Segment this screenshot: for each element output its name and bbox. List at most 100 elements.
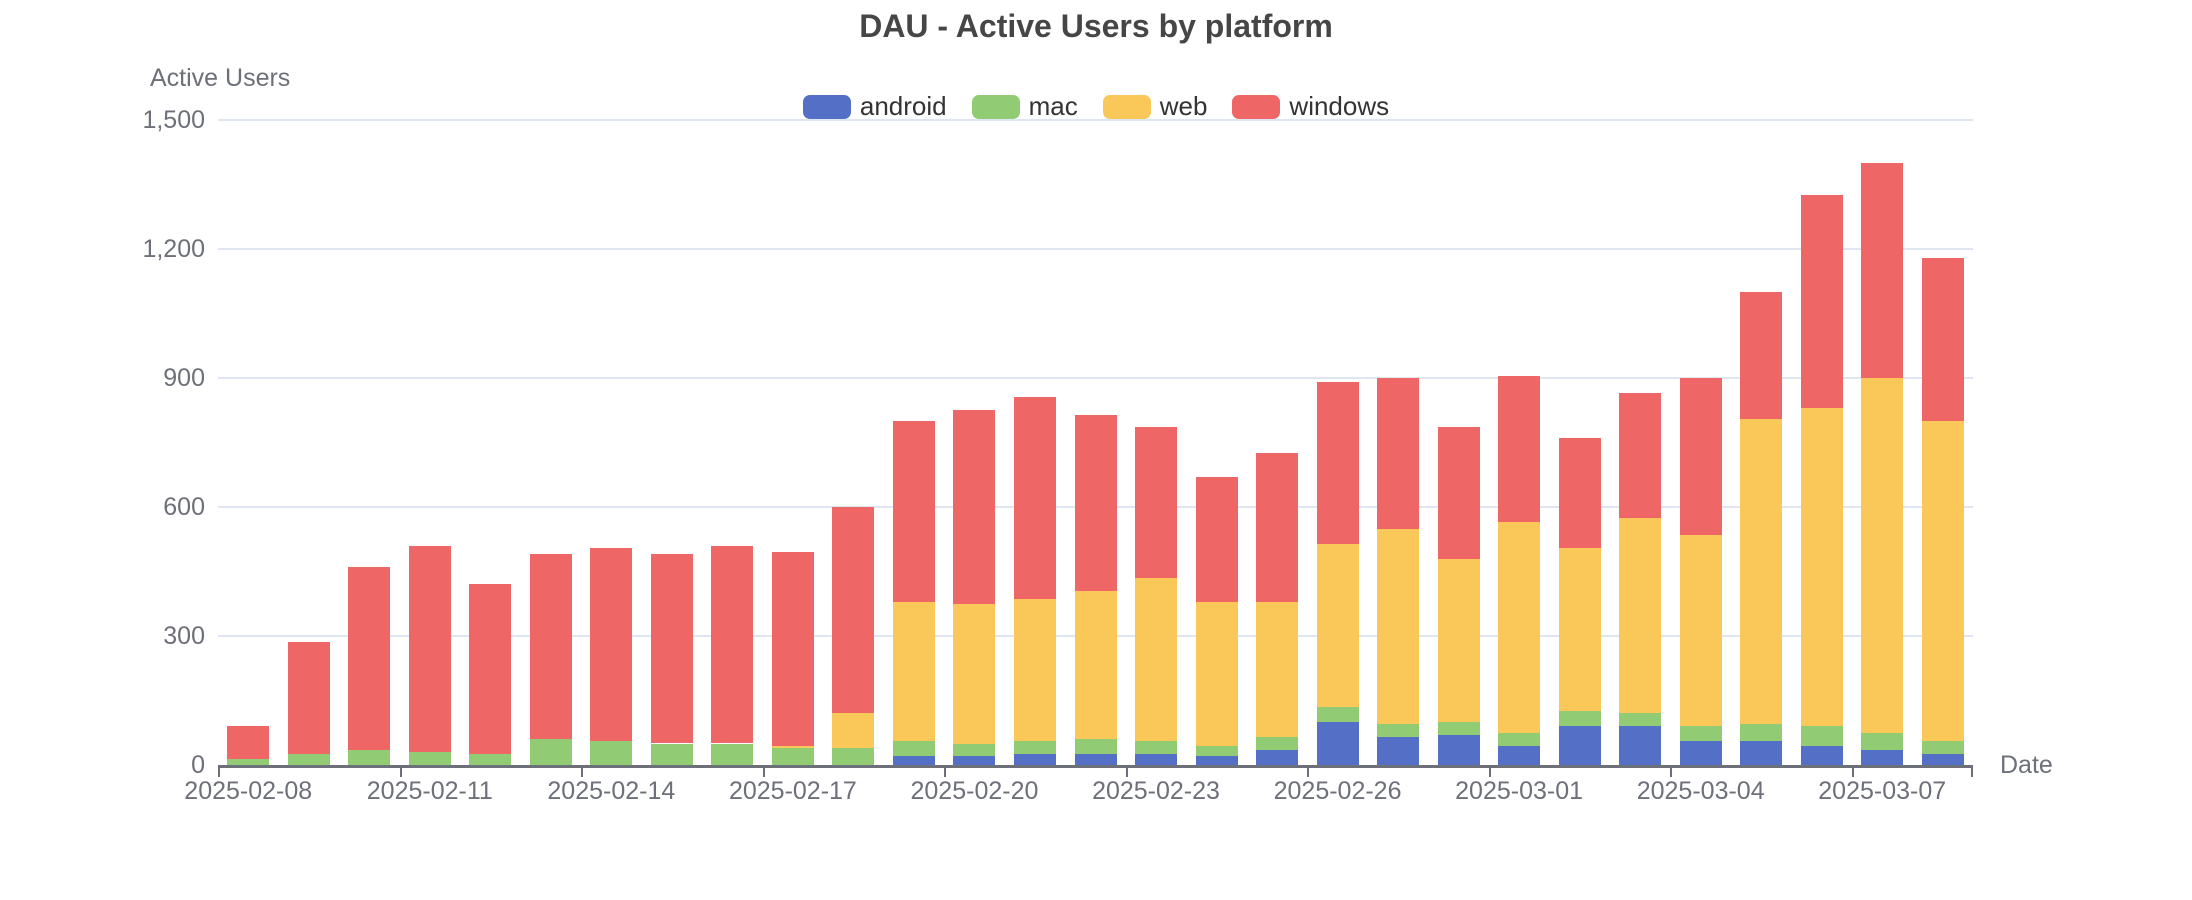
bar-2025-02-19-web[interactable] [892, 601, 935, 742]
bar-2025-03-08-android[interactable] [1921, 754, 1964, 765]
bar-2025-03-06-mac[interactable] [1800, 726, 1843, 746]
bar-2025-02-23-windows[interactable] [1135, 427, 1178, 578]
bar-2025-02-23-web[interactable] [1135, 577, 1178, 742]
bar-2025-03-01-android[interactable] [1498, 745, 1541, 765]
bar-2025-03-07-web[interactable] [1861, 378, 1904, 733]
bar-2025-02-12-mac[interactable] [469, 754, 512, 765]
legend-item-windows[interactable]: windows [1232, 91, 1389, 122]
bar-2025-02-09-windows[interactable] [287, 642, 330, 755]
bar-2025-02-13-mac[interactable] [529, 739, 572, 765]
bar-2025-02-11-windows[interactable] [408, 545, 451, 753]
bar-2025-02-28-windows[interactable] [1437, 427, 1480, 559]
bar-2025-02-25-web[interactable] [1256, 601, 1299, 738]
bar-2025-03-01-windows[interactable] [1498, 375, 1541, 523]
bar-2025-03-06-android[interactable] [1800, 745, 1843, 765]
bar-2025-02-24-mac[interactable] [1195, 745, 1238, 757]
legend-item-android[interactable]: android [802, 91, 947, 122]
bar-2025-02-20-windows[interactable] [953, 410, 996, 604]
legend-item-web[interactable]: web [1102, 91, 1207, 122]
bar-2025-03-04-mac[interactable] [1679, 726, 1722, 742]
bar-2025-02-09-mac[interactable] [287, 754, 330, 765]
bar-2025-02-21-windows[interactable] [1013, 397, 1056, 600]
bar-2025-03-04-web[interactable] [1679, 534, 1722, 727]
bar-2025-03-04-windows[interactable] [1679, 378, 1722, 535]
bar-2025-03-02-android[interactable] [1558, 726, 1601, 765]
bar-2025-02-27-web[interactable] [1377, 528, 1420, 725]
bar-2025-03-04-android[interactable] [1679, 741, 1722, 765]
bar-2025-02-27-android[interactable] [1377, 737, 1420, 765]
bar-2025-02-26-mac[interactable] [1316, 706, 1359, 722]
bar-2025-02-22-windows[interactable] [1074, 414, 1117, 591]
bar-2025-02-16-mac[interactable] [711, 743, 754, 765]
bar-2025-02-26-windows[interactable] [1316, 382, 1359, 544]
bar-2025-03-03-windows[interactable] [1619, 393, 1662, 518]
bar-2025-02-17-windows[interactable] [771, 552, 814, 746]
bar-2025-02-18-windows[interactable] [832, 507, 875, 714]
bar-2025-02-24-android[interactable] [1195, 756, 1238, 765]
bar-2025-02-26-android[interactable] [1316, 722, 1359, 765]
bar-2025-02-08-mac[interactable] [227, 758, 270, 765]
bar-2025-03-08-windows[interactable] [1921, 257, 1964, 421]
bar-2025-02-14-mac[interactable] [590, 741, 633, 765]
bar-2025-02-10-windows[interactable] [348, 567, 391, 750]
bar-2025-03-02-windows[interactable] [1558, 438, 1601, 548]
bar-2025-02-28-mac[interactable] [1437, 722, 1480, 735]
bar-2025-02-24-web[interactable] [1195, 601, 1238, 746]
bar-2025-03-03-web[interactable] [1619, 517, 1662, 714]
bar-2025-02-25-android[interactable] [1256, 749, 1299, 765]
bar-2025-02-20-mac[interactable] [953, 743, 996, 757]
bar-2025-02-18-mac[interactable] [832, 747, 875, 765]
bar-2025-03-05-windows[interactable] [1740, 292, 1783, 419]
bar-2025-02-14-windows[interactable] [590, 547, 633, 742]
bar-2025-02-26-web[interactable] [1316, 543, 1359, 707]
bar-2025-03-07-windows[interactable] [1861, 163, 1904, 378]
bar-2025-02-25-mac[interactable] [1256, 737, 1299, 750]
bar-2025-02-13-windows[interactable] [529, 554, 572, 740]
bar-2025-02-11-mac[interactable] [408, 752, 451, 765]
bar-2025-03-05-mac[interactable] [1740, 724, 1783, 742]
bar-2025-02-19-android[interactable] [892, 756, 935, 765]
bar-2025-03-05-web[interactable] [1740, 418, 1783, 725]
bar-2025-02-27-windows[interactable] [1377, 378, 1420, 529]
legend-item-mac[interactable]: mac [971, 91, 1078, 122]
bar-2025-02-22-android[interactable] [1074, 754, 1117, 765]
bar-2025-02-28-web[interactable] [1437, 558, 1480, 722]
bar-2025-02-17-web[interactable] [771, 745, 814, 748]
bar-2025-02-21-mac[interactable] [1013, 741, 1056, 755]
bar-2025-03-06-web[interactable] [1800, 408, 1843, 727]
bar-2025-02-15-windows[interactable] [650, 554, 693, 744]
bar-2025-02-22-mac[interactable] [1074, 739, 1117, 755]
bar-2025-02-21-web[interactable] [1013, 599, 1056, 742]
bar-2025-02-27-mac[interactable] [1377, 724, 1420, 738]
bar-2025-02-19-windows[interactable] [892, 421, 935, 602]
bar-2025-03-08-mac[interactable] [1921, 741, 1964, 755]
bar-2025-03-06-windows[interactable] [1800, 195, 1843, 409]
bar-2025-03-03-android[interactable] [1619, 726, 1662, 765]
bar-2025-02-18-web[interactable] [832, 713, 875, 748]
bar-2025-02-23-mac[interactable] [1135, 741, 1178, 755]
bar-2025-03-07-android[interactable] [1861, 749, 1904, 765]
bar-2025-02-15-mac[interactable] [650, 743, 693, 765]
bar-2025-03-03-mac[interactable] [1619, 713, 1662, 727]
bar-2025-02-23-android[interactable] [1135, 754, 1178, 765]
bar-2025-02-10-mac[interactable] [348, 749, 391, 765]
bar-2025-02-20-web[interactable] [953, 603, 996, 744]
bar-2025-02-25-windows[interactable] [1256, 453, 1299, 602]
bar-2025-02-17-mac[interactable] [771, 747, 814, 765]
bar-2025-02-16-windows[interactable] [711, 545, 754, 744]
bar-2025-03-02-web[interactable] [1558, 547, 1601, 712]
bar-2025-02-20-android[interactable] [953, 756, 996, 765]
bar-2025-02-19-mac[interactable] [892, 741, 935, 757]
bar-2025-03-08-web[interactable] [1921, 421, 1964, 742]
bar-2025-02-12-windows[interactable] [469, 584, 512, 755]
bar-2025-03-01-web[interactable] [1498, 522, 1541, 733]
bar-2025-02-28-android[interactable] [1437, 734, 1480, 765]
bar-2025-03-01-mac[interactable] [1498, 732, 1541, 746]
bar-2025-03-02-mac[interactable] [1558, 711, 1601, 727]
bar-2025-03-05-android[interactable] [1740, 741, 1783, 765]
bar-2025-03-07-mac[interactable] [1861, 732, 1904, 750]
bar-2025-02-24-windows[interactable] [1195, 476, 1238, 602]
bar-2025-02-08-windows[interactable] [227, 726, 270, 759]
bar-2025-02-21-android[interactable] [1013, 754, 1056, 765]
bar-2025-02-22-web[interactable] [1074, 590, 1117, 740]
